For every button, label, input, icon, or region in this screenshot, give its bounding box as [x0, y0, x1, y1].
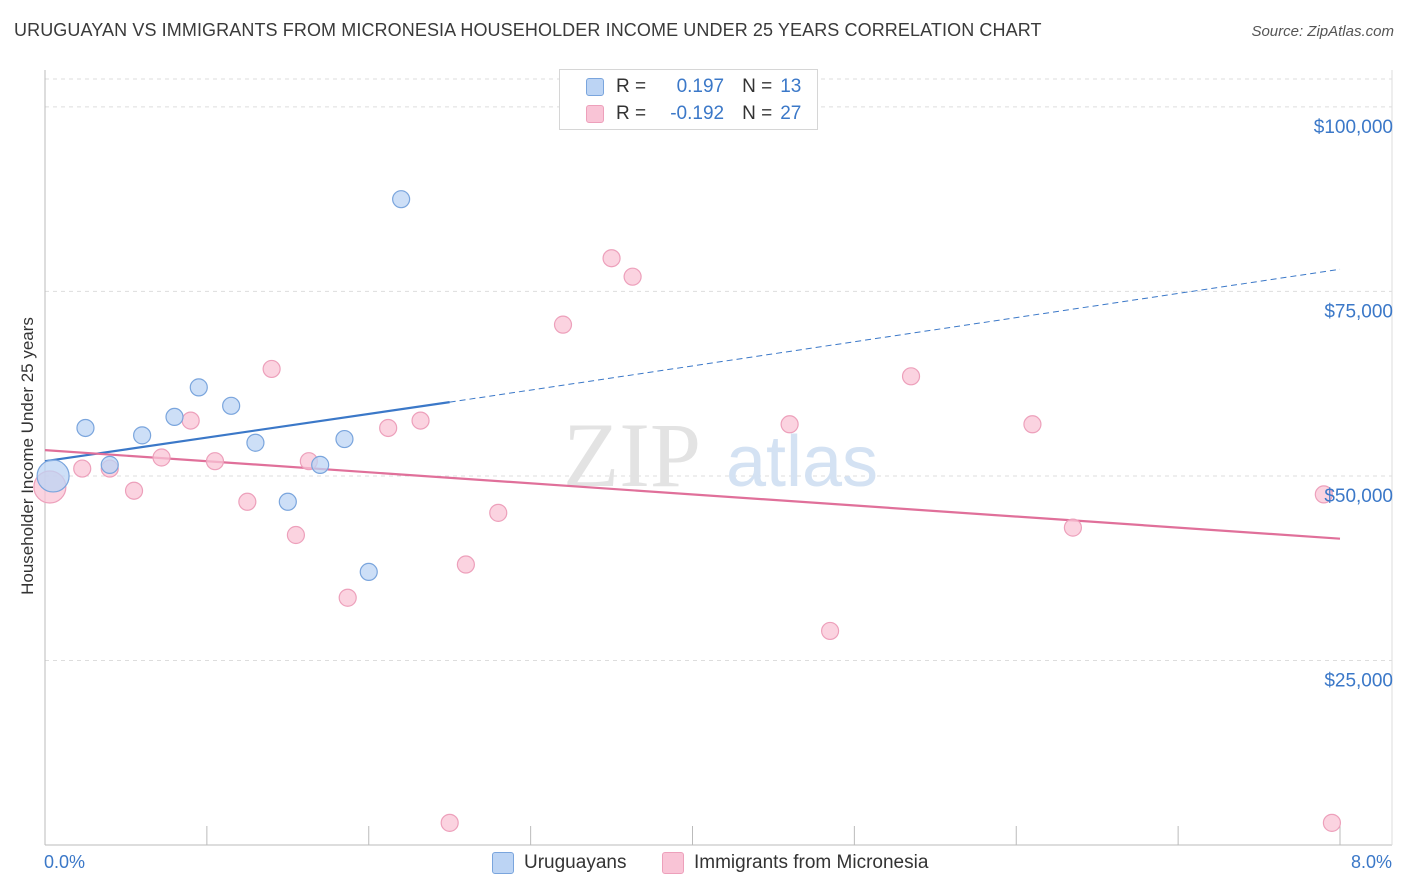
point-uruguayans	[76, 418, 95, 438]
legend-row-micronesia: R = -0.192 N = 27	[586, 101, 801, 127]
watermark-atlas: atlas	[726, 422, 878, 502]
point-uruguayans	[165, 407, 184, 427]
series-legend: Uruguayans Immigrants from Micronesia	[0, 852, 1406, 878]
point-micronesia	[901, 367, 921, 386]
watermark-zip: ZIP	[563, 404, 701, 506]
gridlines	[45, 78, 1392, 661]
point-micronesia	[553, 315, 573, 334]
point-uruguayans	[392, 190, 411, 209]
point-micronesia	[623, 267, 642, 286]
point-uruguayans	[189, 378, 208, 397]
point-micronesia	[379, 418, 398, 438]
point-uruguayans	[311, 455, 330, 474]
legend-n-value: 13	[780, 76, 802, 97]
point-micronesia	[780, 415, 799, 434]
trend-line-micronesia	[44, 449, 1341, 540]
point-micronesia	[1314, 485, 1333, 504]
legend-swatch-pink	[662, 852, 684, 874]
stats-legend: R = 0.197 N = 13 R = -0.192 N = 27	[559, 69, 818, 130]
point-micronesia	[489, 503, 508, 522]
point-micronesia	[1322, 813, 1342, 832]
trend-lines	[44, 268, 1341, 540]
legend-n-label: N =	[742, 76, 773, 97]
legend-row-uruguayans: R = 0.197 N = 13	[586, 74, 801, 100]
legend-label-uruguayans: Uruguayans	[524, 852, 627, 873]
point-micronesia	[338, 588, 357, 607]
data-points	[33, 190, 1342, 832]
watermark: ZIP atlas	[563, 404, 878, 506]
point-uruguayans	[36, 459, 70, 493]
legend-item-uruguayans[interactable]: Uruguayans	[492, 852, 626, 874]
point-micronesia	[286, 525, 306, 545]
point-micronesia	[602, 249, 621, 268]
point-micronesia	[411, 411, 430, 430]
legend-item-micronesia[interactable]: Immigrants from Micronesia	[662, 852, 928, 874]
point-uruguayans	[133, 426, 152, 445]
legend-r-label: R =	[616, 76, 647, 97]
legend-label-micronesia: Immigrants from Micronesia	[694, 852, 929, 873]
x-min-label: 0.0%	[44, 852, 86, 872]
point-micronesia	[152, 448, 171, 467]
legend-r-value: 0.197	[676, 76, 725, 97]
point-uruguayans	[278, 492, 297, 511]
y-tick-label: $25,000	[1324, 670, 1393, 691]
legend-swatch-blue	[586, 78, 604, 96]
y-tick-labels: $100,000 $75,000 $50,000 $25,000	[1314, 117, 1393, 692]
point-uruguayans	[222, 396, 241, 415]
x-max-label: 8.0%	[1350, 852, 1392, 872]
point-micronesia	[456, 555, 475, 574]
legend-swatch-pink	[586, 105, 604, 123]
chart-title: URUGUAYAN VS IMMIGRANTS FROM MICRONESIA …	[14, 20, 1042, 40]
point-uruguayans	[246, 433, 265, 452]
point-micronesia	[124, 481, 144, 500]
legend-r-value: -0.192	[670, 103, 725, 124]
point-micronesia	[73, 459, 92, 478]
point-uruguayans	[359, 562, 378, 582]
legend-n-value: 27	[780, 103, 802, 124]
y-tick-label: $100,000	[1314, 117, 1393, 138]
y-tick-label: $75,000	[1324, 301, 1393, 322]
trend-line-uruguayans	[44, 401, 450, 463]
point-micronesia	[205, 452, 225, 471]
legend-r-label: R =	[616, 103, 647, 124]
axes	[44, 70, 1393, 846]
point-micronesia	[1063, 518, 1083, 537]
point-uruguayans	[100, 455, 119, 474]
legend-n-label: N =	[742, 103, 773, 124]
point-micronesia	[820, 621, 840, 641]
point-micronesia	[238, 492, 257, 511]
point-micronesia	[1023, 415, 1042, 434]
legend-swatch-blue	[492, 852, 514, 874]
y-tick-label: $50,000	[1324, 486, 1393, 507]
point-uruguayans	[335, 429, 354, 449]
point-micronesia	[181, 411, 200, 430]
trend-line-uruguayans-extension	[449, 268, 1341, 403]
point-micronesia	[440, 813, 459, 832]
chart-source: Source: ZipAtlas.com	[1251, 23, 1394, 40]
point-micronesia	[262, 359, 281, 379]
